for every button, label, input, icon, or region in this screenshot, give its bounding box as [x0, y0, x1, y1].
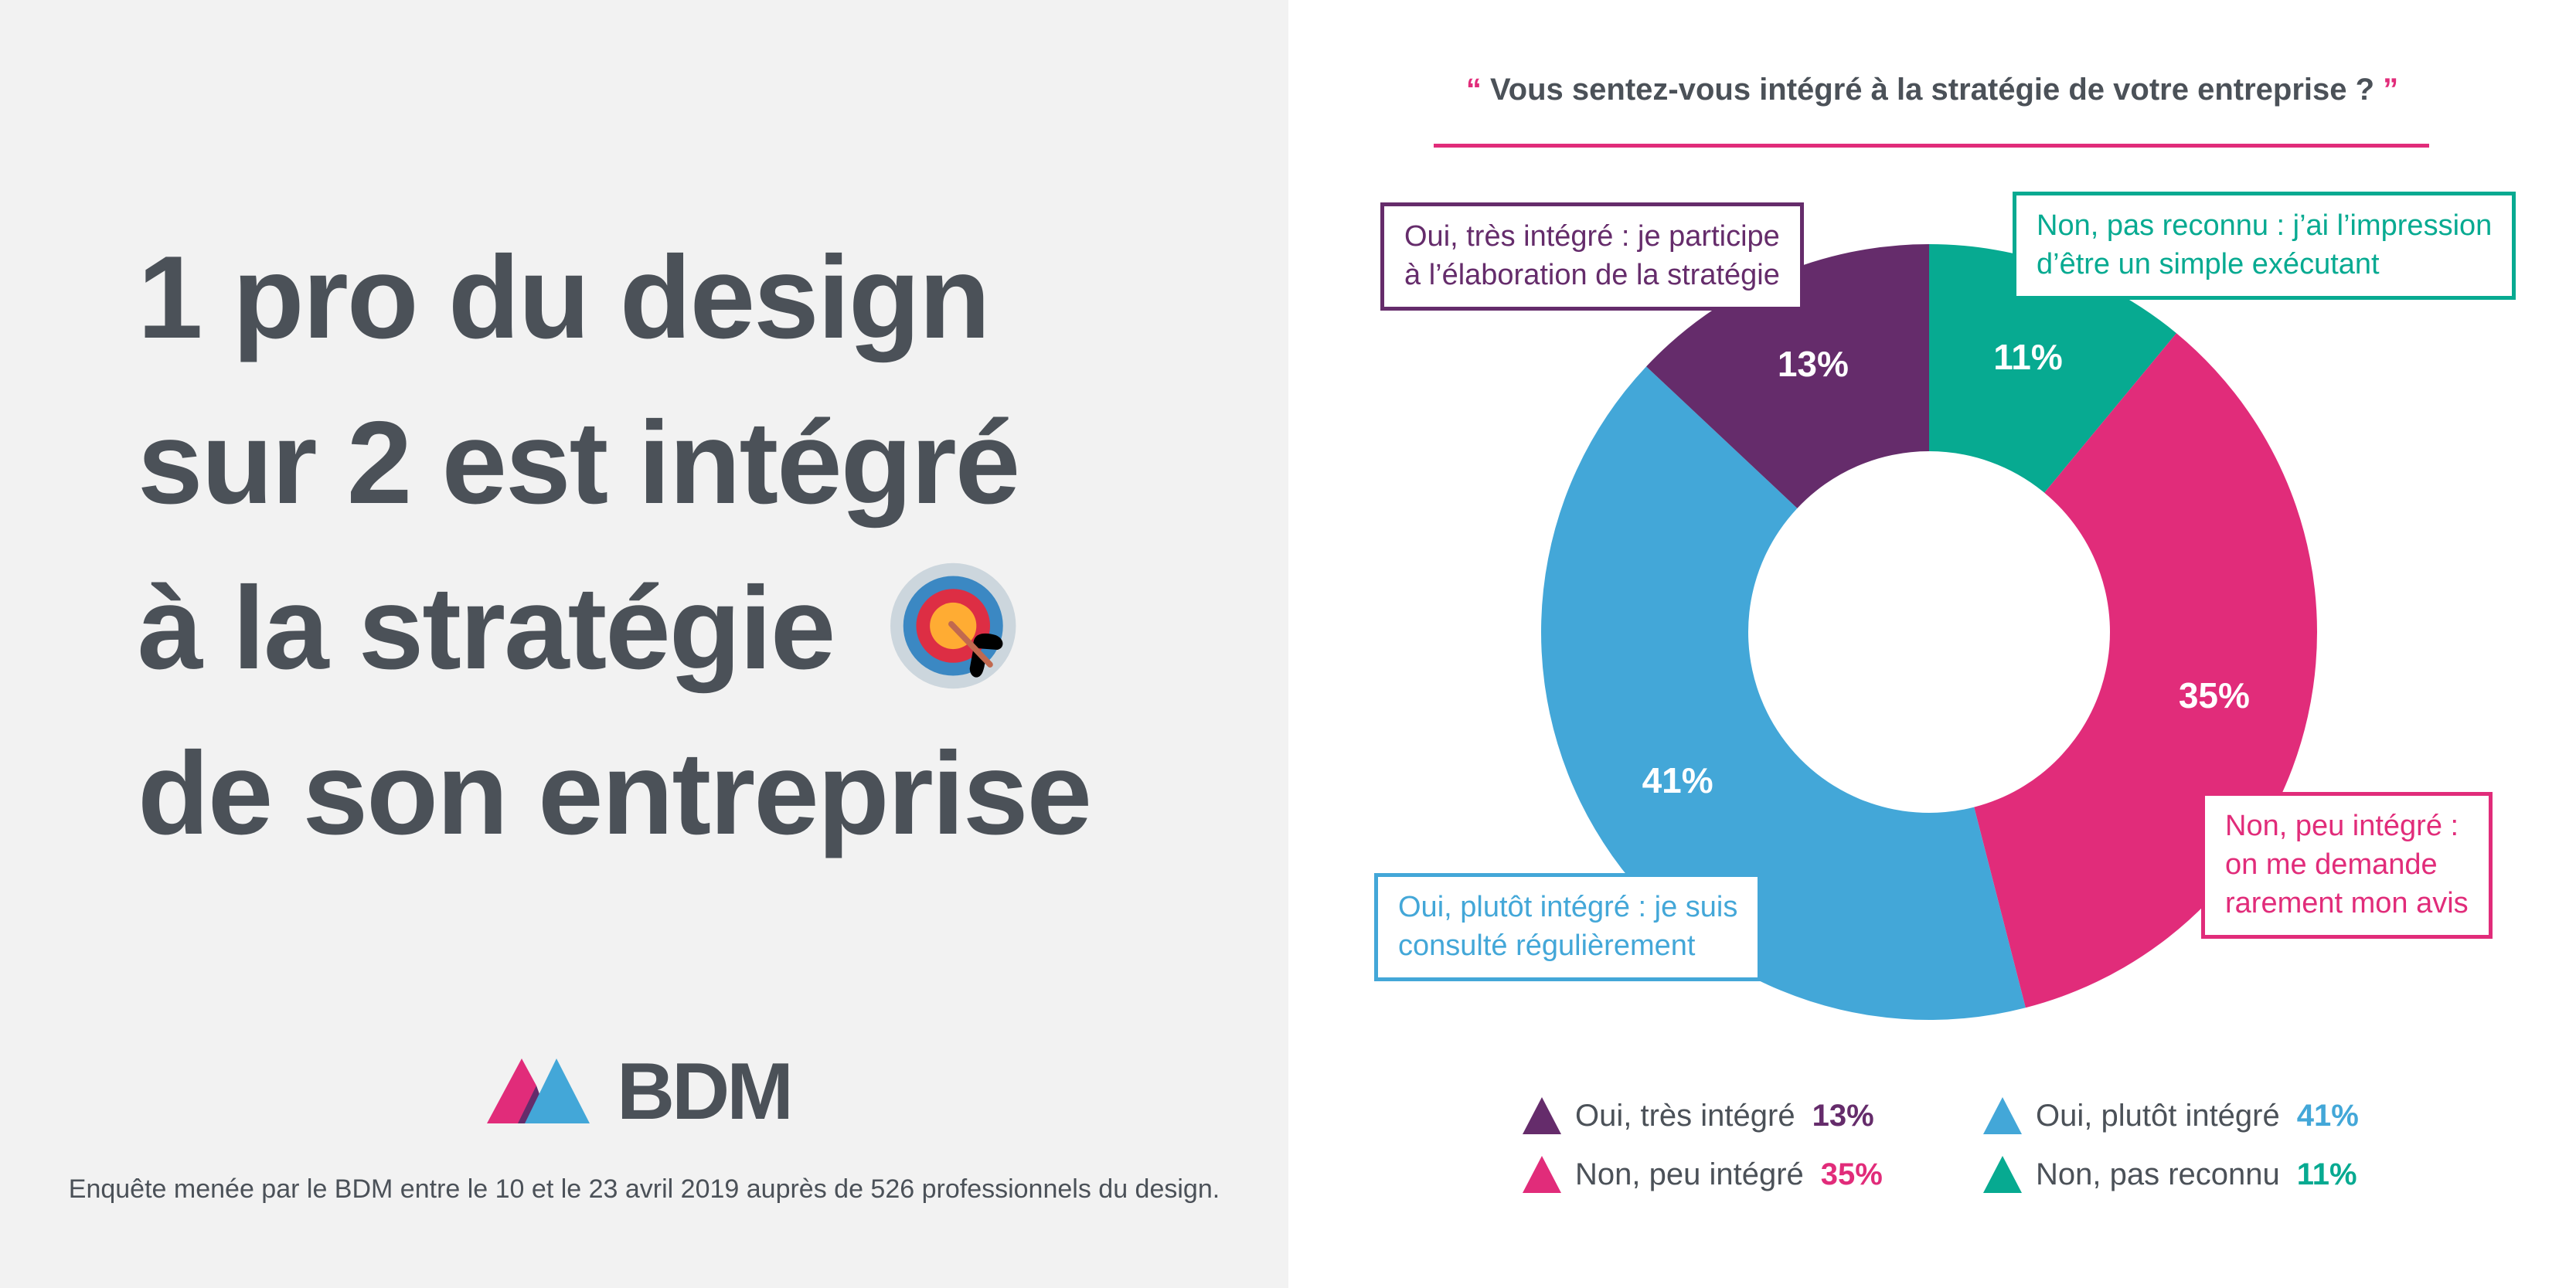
legend-item: Oui, plutôt intégré 41%	[1983, 1097, 2359, 1134]
legend-label: Non, pas reconnu	[2036, 1157, 2280, 1191]
callout-pas-reconnu: Non, pas reconnu : j’ai l’impression d’ê…	[2013, 192, 2516, 300]
legend-triangle-icon	[1983, 1156, 2022, 1193]
bdm-logo-mark-icon	[487, 1059, 590, 1123]
legend-triangle-icon	[1523, 1156, 1561, 1193]
donut-slice-oui-plut-t-int-gr-	[1541, 366, 2026, 1020]
donut-slice-label: 13%	[1777, 344, 1849, 385]
legend-triangle-icon	[1983, 1097, 2022, 1134]
callout-tres-integre: Oui, très intégré : je participe à l’éla…	[1380, 202, 1804, 311]
callout-plutot-integre: Oui, plutôt intégré : je suis consulté r…	[1374, 873, 1762, 981]
headline-line: 1 pro du design	[138, 232, 991, 363]
callout-line: Non, peu intégré :	[2225, 810, 2459, 842]
legend-label: Oui, plutôt intégré	[2036, 1098, 2280, 1133]
legend-triangle-icon	[1523, 1097, 1561, 1134]
legend-item: Non, pas reconnu 11%	[1983, 1156, 2357, 1193]
callout-line: rarement mon avis	[2225, 887, 2469, 919]
open-quote: “	[1465, 73, 1482, 107]
chart-title: “ Vous sentez-vous intégré à la stratégi…	[1430, 73, 2435, 107]
legend-label: Oui, très intégré	[1575, 1098, 1795, 1133]
legend-item: Oui, très intégré 13%	[1523, 1097, 1874, 1134]
bdm-logo-text: BDM	[617, 1047, 794, 1137]
donut-slice-label: 11%	[1993, 337, 2063, 378]
direct-hit-target-icon	[890, 562, 1016, 689]
callout-line: d’être un simple exécutant	[2037, 248, 2380, 280]
legend-value: 13%	[1812, 1098, 1874, 1133]
legend-value: 35%	[1820, 1157, 1883, 1191]
close-quote: ”	[2383, 73, 2399, 107]
headline-line: de son entreprise	[138, 728, 1092, 859]
callout-line: consulté régulièrement	[1398, 929, 1696, 962]
headline-line: sur 2 est intégré	[138, 397, 1020, 528]
callout-peu-integre: Non, peu intégré : on me demande raremen…	[2201, 792, 2493, 939]
survey-footnote: Enquête menée par le BDM entre le 10 et …	[68, 1174, 1220, 1204]
callout-line: on me demande	[2225, 848, 2438, 881]
legend-value: 11%	[2296, 1157, 2357, 1191]
legend-value: 41%	[2296, 1098, 2359, 1133]
callout-line: Non, pas reconnu : j’ai l’impression	[2037, 209, 2493, 242]
legend-label: Non, peu intégré	[1575, 1157, 1804, 1191]
chart-title-text: Vous sentez-vous intégré à la stratégie …	[1489, 73, 2375, 107]
donut-slice-label: 35%	[2178, 675, 2250, 716]
chart-legend: Oui, très intégré 13% Oui, plutôt intégr…	[1523, 1097, 2450, 1213]
title-underline	[1434, 144, 2429, 148]
legend-item: Non, peu intégré 35%	[1523, 1156, 1883, 1193]
headline-line: à la stratégie	[138, 562, 835, 694]
callout-line: Oui, très intégré : je participe	[1404, 220, 1780, 253]
headline: 1 pro du design sur 2 est intégré à la s…	[138, 215, 1092, 876]
donut-slice-non-pas-reconnu	[1929, 244, 2176, 493]
donut-slice-label: 41%	[1642, 760, 1713, 801]
callout-line: Oui, plutôt intégré : je suis	[1398, 891, 1738, 923]
callout-line: à l’élaboration de la stratégie	[1404, 259, 1780, 291]
bdm-logo: BDM	[487, 1049, 812, 1134]
left-panel: 1 pro du design sur 2 est intégré à la s…	[0, 0, 1288, 1288]
